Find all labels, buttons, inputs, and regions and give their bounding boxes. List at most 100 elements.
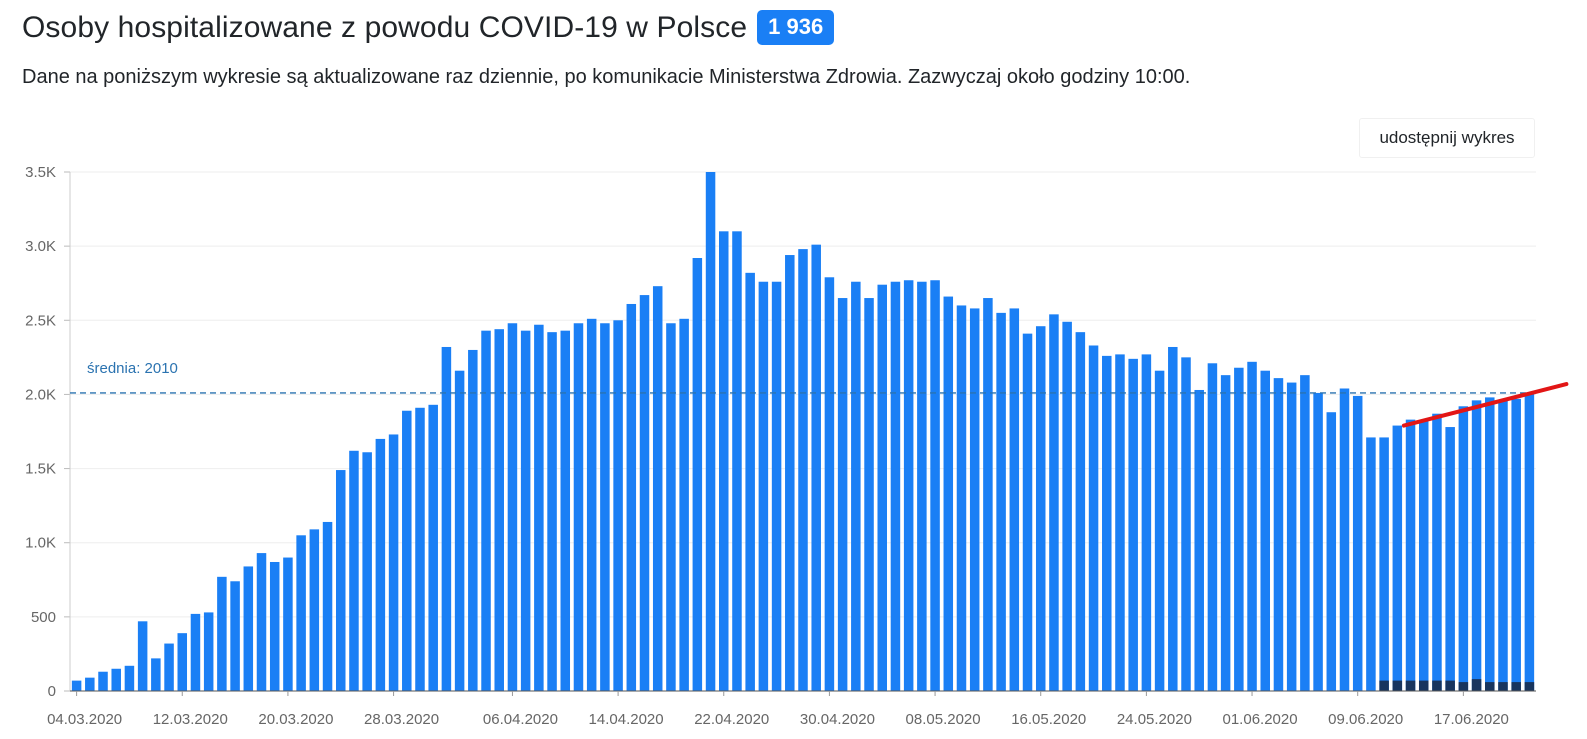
bar	[560, 330, 571, 691]
bar	[877, 284, 887, 691]
bar	[296, 535, 306, 691]
bar	[137, 621, 148, 691]
bar	[1181, 357, 1191, 691]
bar	[573, 323, 584, 691]
x-tick-label: 16.05.2020	[1011, 711, 1086, 728]
title-row: Osoby hospitalizowane z powodu COVID-19 …	[22, 10, 835, 45]
bar	[71, 680, 82, 691]
bar	[600, 323, 610, 691]
chart-description: Dane na poniższym wykresie są aktualizow…	[22, 66, 1191, 88]
bar	[85, 677, 95, 691]
bar	[375, 438, 386, 691]
bar	[1498, 400, 1508, 691]
x-tick-label: 01.06.2020	[1223, 711, 1298, 728]
bar	[1049, 314, 1059, 691]
bar	[177, 633, 188, 691]
share-chart-button[interactable]: udostępnij wykres	[1359, 118, 1535, 158]
y-tick-label: 2.0K	[25, 386, 56, 403]
y-tick-label: 2.5K	[25, 312, 56, 329]
bar	[1075, 332, 1086, 691]
bar-segment-dark	[1498, 682, 1508, 691]
bar	[586, 318, 597, 691]
bar	[441, 346, 452, 691]
bar	[1128, 358, 1138, 691]
bar	[203, 612, 214, 691]
bar	[1392, 425, 1403, 691]
bar	[679, 318, 689, 691]
trend-line	[1401, 382, 1569, 428]
average-label: średnia: 2010	[87, 360, 178, 377]
bar	[1524, 392, 1535, 691]
bar	[692, 258, 703, 691]
bar	[652, 286, 663, 691]
bar	[837, 298, 848, 691]
y-tick-label: 500	[31, 609, 56, 626]
bar	[758, 281, 769, 691]
bar-segment-dark	[1432, 680, 1442, 691]
bar	[1220, 375, 1231, 691]
bar	[1432, 413, 1442, 691]
page-title: Osoby hospitalizowane z powodu COVID-19 …	[22, 10, 748, 44]
bar	[719, 231, 729, 692]
bar	[547, 332, 557, 691]
y-tick-label: 1.5K	[25, 461, 56, 478]
y-tick-label: 3.0K	[25, 238, 56, 255]
bar	[494, 329, 504, 691]
bar	[283, 557, 293, 691]
bar-segment-dark	[1392, 680, 1403, 691]
bar	[639, 295, 650, 691]
bar-segment-dark	[1405, 680, 1416, 691]
bar	[256, 553, 267, 691]
x-tick-label: 24.05.2020	[1117, 711, 1192, 728]
bar	[322, 521, 333, 691]
bar	[124, 665, 135, 691]
bar	[864, 298, 874, 691]
bar	[930, 280, 940, 691]
bar	[943, 296, 954, 691]
bar	[454, 370, 465, 691]
bar	[1286, 382, 1297, 691]
bar	[969, 308, 980, 691]
bar	[1022, 333, 1033, 691]
x-tick-label: 28.03.2020	[364, 711, 439, 728]
x-tick-label: 14.04.2020	[589, 711, 664, 728]
bar	[481, 330, 491, 691]
bar	[1273, 378, 1284, 691]
bar-segment-dark	[1511, 682, 1521, 691]
bar	[1247, 361, 1257, 691]
bar	[1458, 406, 1469, 691]
bar	[983, 298, 993, 691]
bar	[520, 330, 531, 691]
bar	[745, 272, 755, 691]
bar	[1088, 345, 1099, 691]
bar	[1326, 412, 1337, 691]
bar	[1418, 421, 1429, 691]
x-tick-label: 17.06.2020	[1434, 711, 1509, 728]
bar	[1445, 427, 1455, 691]
bar	[335, 470, 346, 691]
y-tick-label: 1.0K	[25, 535, 56, 552]
bar	[1339, 388, 1350, 691]
bar	[1115, 354, 1125, 691]
bar	[1009, 308, 1020, 691]
x-tick-label: 12.03.2020	[153, 711, 228, 728]
bar	[164, 643, 174, 691]
bar-segment-dark	[1524, 682, 1535, 691]
bar	[111, 668, 121, 691]
bar-segment-dark	[1445, 680, 1455, 691]
bar	[1485, 397, 1495, 691]
bar	[1405, 419, 1416, 691]
bar	[824, 277, 835, 691]
bar	[1511, 398, 1521, 691]
x-tick-label: 22.04.2020	[694, 711, 769, 728]
bar	[666, 323, 676, 691]
bar-segment-dark	[1458, 682, 1469, 691]
x-tick-label: 20.03.2020	[258, 711, 333, 728]
bar	[996, 312, 1006, 691]
bar	[362, 452, 372, 691]
bar	[903, 280, 914, 691]
bar	[1168, 346, 1178, 691]
bar	[1035, 326, 1046, 691]
x-tick-label: 30.04.2020	[800, 711, 875, 728]
